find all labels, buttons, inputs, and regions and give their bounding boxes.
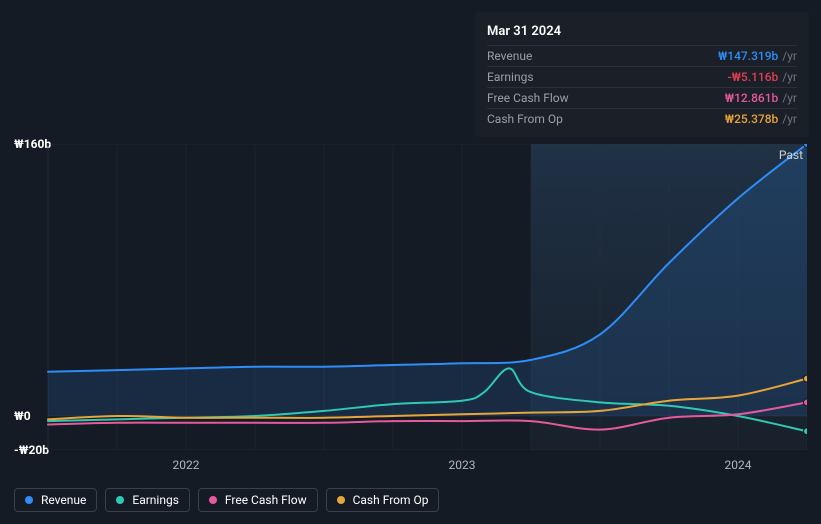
tooltip-label: Free Cash Flow [487,91,569,105]
legend-dot-icon [209,496,217,504]
x-axis-tick: 2024 [725,458,752,472]
tooltip-label: Cash From Op [487,112,563,126]
legend-item[interactable]: Free Cash Flow [198,488,318,512]
legend-dot-icon [25,496,33,504]
tooltip-value: ₩12.861b/yr [725,91,797,105]
tooltip-value: ₩25.378b/yr [725,112,797,126]
legend-label: Cash From Op [353,493,429,507]
legend-item[interactable]: Revenue [14,488,97,512]
tooltip-row: Cash From Op ₩25.378b/yr [487,108,797,129]
tooltip-row: Free Cash Flow ₩12.861b/yr [487,87,797,108]
legend-item[interactable]: Cash From Op [326,488,440,512]
chart-area: ₩160b₩0-₩20b 202220232024 Past [14,120,807,476]
tooltip-label: Revenue [487,49,532,63]
x-axis-tick: 2023 [449,458,476,472]
legend-item[interactable]: Earnings [105,488,190,512]
legend-label: Revenue [41,493,86,507]
legend-label: Free Cash Flow [225,493,307,507]
legend-dot-icon [337,496,345,504]
line-chart [14,144,807,450]
past-label: Past [779,148,803,162]
tooltip-value: -₩5.116b/yr [728,70,798,84]
tooltip-value: ₩147.319b/yr [718,49,797,63]
tooltip-date: Mar 31 2024 [487,20,797,45]
legend-label: Earnings [132,493,179,507]
x-axis-tick: 2022 [173,458,200,472]
chart-legend: Revenue Earnings Free Cash Flow Cash From O… [14,488,439,512]
chart-tooltip: Mar 31 2024 Revenue ₩147.319b/yr Earnings -… [475,12,809,137]
tooltip-row: Earnings -₩5.116b/yr [487,66,797,87]
tooltip-row: Revenue ₩147.319b/yr [487,45,797,66]
legend-dot-icon [116,496,124,504]
tooltip-label: Earnings [487,70,534,84]
